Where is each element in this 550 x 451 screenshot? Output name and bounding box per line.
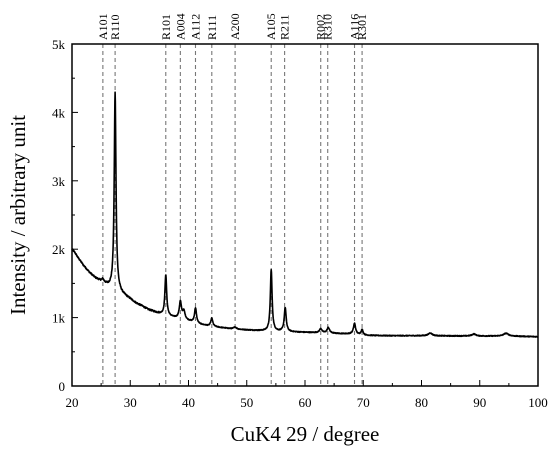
x-tick-label: 100: [528, 395, 548, 410]
y-tick-label: 1k: [52, 311, 66, 326]
reference-label: A200: [228, 13, 242, 40]
reference-label: A105: [264, 13, 278, 40]
x-tick-label: 90: [473, 395, 486, 410]
y-tick-label: 0: [59, 379, 66, 394]
x-tick-label: 70: [357, 395, 370, 410]
reference-label: R301: [355, 14, 369, 40]
xrd-series-line: [71, 91, 539, 338]
reference-label: A112: [188, 14, 202, 40]
reference-label: R211: [278, 14, 292, 40]
reference-label: R110: [108, 14, 122, 40]
x-tick-label: 60: [299, 395, 312, 410]
reference-label: A116: [348, 14, 362, 40]
reference-label: R111: [205, 15, 219, 40]
reference-lines: [102, 44, 363, 386]
x-tick-label: 20: [66, 395, 79, 410]
x-tick-label: 40: [182, 395, 195, 410]
y-axis: 0 1k 2k 3k 4k 5k: [52, 37, 78, 394]
reference-label: R310: [321, 14, 335, 40]
y-tick-label: 4k: [52, 105, 66, 120]
reference-label: R101: [159, 14, 173, 40]
y-tick-label: 3k: [52, 174, 66, 189]
x-tick-label: 30: [124, 395, 137, 410]
y-axis-label: Intensity / arbitrary unit: [6, 115, 30, 315]
y-tick-label: 2k: [52, 242, 66, 257]
series-line-group: [71, 91, 539, 338]
reference-label: A004: [173, 13, 187, 40]
x-tick-label: 50: [240, 395, 253, 410]
reference-label: R002: [314, 14, 328, 40]
x-tick-label: 80: [415, 395, 428, 410]
reference-label: A101: [96, 13, 110, 40]
y-tick-label: 5k: [52, 37, 66, 52]
plot-frame: [71, 43, 539, 387]
x-axis-label: CuK4 29 / degree: [231, 422, 380, 446]
x-axis: 20 30 40 50 60 70 80 90 100: [66, 380, 548, 410]
